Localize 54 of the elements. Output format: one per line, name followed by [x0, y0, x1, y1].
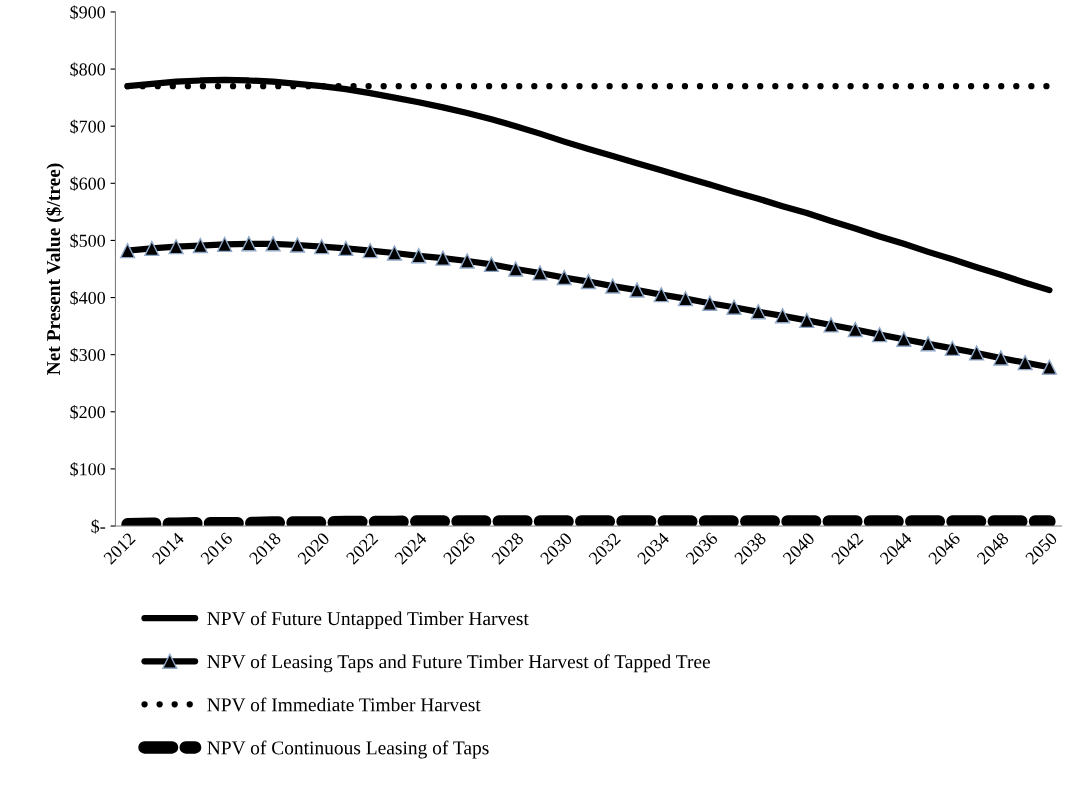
point — [459, 253, 475, 269]
y-tick-label: $200 — [70, 404, 106, 420]
point — [605, 278, 621, 294]
point — [289, 237, 306, 253]
point — [799, 312, 815, 329]
point — [1017, 355, 1033, 371]
y-tick-label: $- — [91, 519, 106, 534]
point — [192, 237, 208, 254]
y-tick-label: $100 — [70, 462, 106, 477]
point — [265, 236, 281, 252]
y-tick-label: $900 — [70, 5, 106, 20]
point — [532, 265, 548, 281]
y-axis-title: Net Present Value ($/tree) — [45, 163, 65, 375]
point — [823, 317, 839, 333]
point — [216, 236, 233, 253]
point — [750, 304, 766, 320]
y-tick-label: $400 — [70, 290, 106, 306]
point — [920, 336, 936, 352]
point — [483, 256, 500, 273]
point — [144, 240, 160, 257]
point — [508, 261, 524, 277]
point — [653, 287, 669, 303]
y-tick-label: $500 — [70, 233, 106, 249]
point — [386, 245, 403, 261]
point — [677, 291, 694, 307]
point — [968, 345, 985, 361]
point — [702, 295, 718, 311]
point — [1041, 359, 1058, 375]
legend-label: NPV of Future Untapped Timber Harvest — [207, 611, 529, 630]
y-tick-label: $700 — [70, 119, 106, 134]
point — [580, 273, 597, 290]
point — [847, 321, 863, 338]
point — [871, 327, 888, 343]
point — [241, 236, 257, 252]
point — [896, 331, 912, 347]
point — [726, 299, 742, 315]
point — [314, 239, 330, 255]
point — [435, 250, 451, 266]
point — [944, 340, 960, 357]
point — [411, 248, 427, 264]
point — [168, 239, 184, 255]
y-tick-label: $300 — [70, 347, 106, 363]
point — [556, 269, 572, 286]
legend-label: NPV of Continuous Leasing of Taps — [207, 740, 489, 759]
point — [774, 308, 791, 324]
legend-label: NPV of Immediate Timber Harvest — [207, 697, 481, 712]
point — [119, 243, 136, 259]
point — [629, 282, 645, 298]
point — [993, 350, 1009, 366]
legend-label: NPV of Leasing Taps and Future Timber Harvest of Tapped Tree — [207, 654, 710, 673]
y-tick-label: $600 — [70, 176, 106, 191]
point — [338, 240, 354, 257]
y-tick-label: $800 — [70, 62, 106, 77]
point — [362, 243, 378, 259]
